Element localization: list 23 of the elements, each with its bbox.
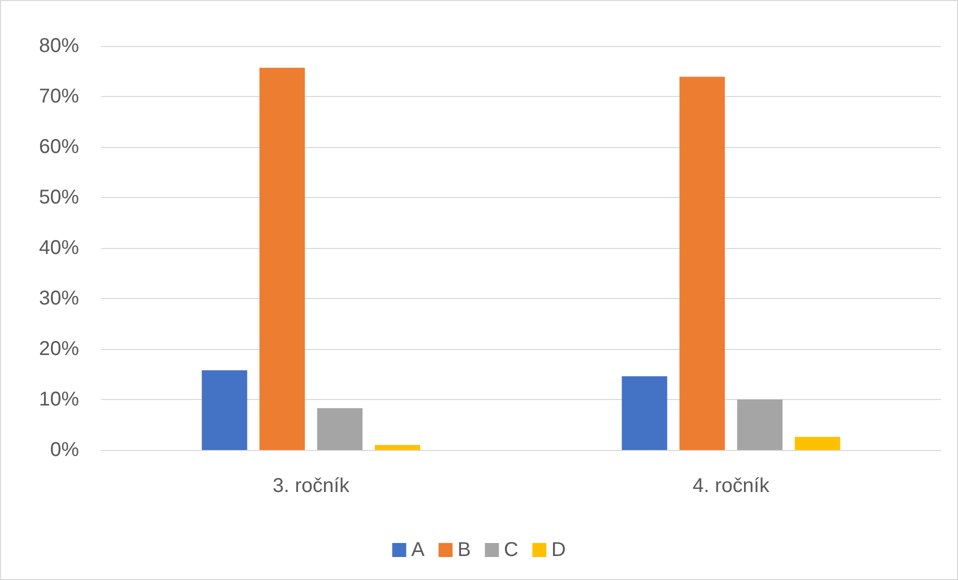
bar bbox=[622, 376, 668, 450]
legend-label: B bbox=[458, 539, 471, 561]
legend-label: A bbox=[411, 539, 426, 561]
y-tick-label: 20% bbox=[38, 338, 80, 360]
x-tick-label: 3. ročník bbox=[272, 475, 350, 497]
bar bbox=[202, 370, 248, 450]
bar bbox=[259, 68, 305, 450]
y-tick-label: 70% bbox=[38, 86, 80, 108]
y-tick-label: 10% bbox=[38, 388, 80, 410]
y-tick-label: 80% bbox=[38, 35, 80, 57]
bar bbox=[794, 436, 840, 450]
bar bbox=[317, 408, 363, 450]
y-tick-label: 60% bbox=[38, 136, 80, 158]
legend-label: C bbox=[504, 539, 518, 561]
legend-label: D bbox=[551, 539, 566, 561]
bar bbox=[737, 400, 783, 450]
y-tick-label: 40% bbox=[38, 237, 80, 259]
x-tick-label: 4. ročník bbox=[692, 475, 770, 497]
y-tick-label: 30% bbox=[38, 288, 80, 310]
y-tick-label: 50% bbox=[38, 186, 80, 208]
bar bbox=[374, 444, 420, 450]
bar bbox=[679, 76, 725, 450]
y-tick-label: 0% bbox=[50, 439, 80, 461]
